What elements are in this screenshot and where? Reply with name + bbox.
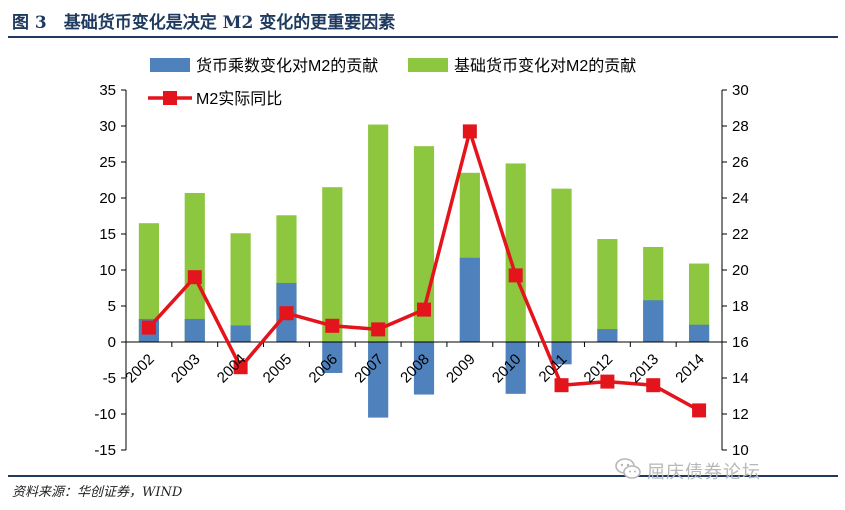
- y-left-tick-label: 5: [108, 298, 116, 315]
- bar-multiplier: [688, 324, 710, 342]
- m2-point: [141, 320, 156, 335]
- bar-multiplier: [368, 342, 389, 418]
- y-right-tick-label: 14: [732, 370, 749, 387]
- y-right-tick-label: 20: [732, 262, 749, 279]
- y-left-tick-label: 10: [99, 262, 116, 279]
- m2-point: [600, 374, 615, 389]
- y-right-tick-label: 24: [732, 190, 749, 207]
- y-right-tick-label: 26: [732, 154, 749, 171]
- y-right-tick-label: 12: [732, 406, 749, 423]
- legend-marker-m2: [163, 91, 177, 105]
- legend: 货币乘数变化对M2的贡献 基础货币变化对M2的贡献 M2实际同比: [148, 57, 636, 108]
- bar-base-money: [230, 233, 251, 342]
- m2-point: [646, 378, 661, 393]
- x-tick-label: 2003: [168, 351, 204, 387]
- footer-divider: [8, 475, 838, 477]
- y-left-tick-label: 30: [99, 118, 116, 135]
- chart: -15 -10 -5 0 5 10 15 20 25 30 35 10 12 14 16 18 20 22 24 26…: [94, 57, 749, 459]
- y-left-tick-label: 35: [99, 82, 116, 99]
- bar-base-money: [184, 192, 205, 342]
- m2-point: [462, 124, 477, 139]
- x-tick-label: 2005: [260, 351, 296, 387]
- bar-multiplier: [413, 342, 435, 395]
- watermark: 屈庆债券论坛: [615, 456, 820, 484]
- m2-point: [279, 306, 294, 321]
- bar-base-money: [551, 188, 572, 342]
- legend-swatch-base: [408, 58, 448, 72]
- x-tick-label: 2014: [672, 351, 708, 387]
- m2-point: [417, 302, 431, 317]
- y-left-tick-label: 0: [108, 334, 116, 351]
- legend-label-base: 基础货币变化对M2的贡献: [454, 57, 636, 75]
- y-right-tick-label: 10: [732, 442, 749, 459]
- legend-swatch-multiplier: [150, 58, 190, 72]
- m2-point: [325, 318, 340, 333]
- figure-title: 图 3 基础货币变化是决定 M2 变化的更重要因素: [12, 13, 396, 33]
- m2-point: [187, 270, 202, 285]
- bar-multiplier: [459, 257, 480, 342]
- bar-multiplier: [322, 342, 343, 373]
- bar-base-money: [688, 263, 710, 342]
- legend-label-m2: M2实际同比: [196, 90, 282, 108]
- y-left-tick-label: 20: [99, 190, 116, 207]
- bar-base-money: [138, 223, 160, 342]
- m2-point: [233, 360, 248, 375]
- y-left-tick-label: 25: [99, 154, 116, 171]
- y-right-tick-label: 28: [732, 118, 749, 135]
- bar-base-money: [368, 124, 389, 342]
- title-divider: [8, 36, 838, 38]
- watermark-text: 屈庆债券论坛: [647, 462, 761, 483]
- m2-point: [371, 322, 386, 337]
- y-left-tick-label: -10: [94, 406, 116, 423]
- bar-base-money: [597, 239, 618, 342]
- m2-point: [554, 378, 569, 393]
- y-right-tick-label: 16: [732, 334, 749, 351]
- figure-header: 图 3 基础货币变化是决定 M2 变化的更重要因素: [0, 0, 845, 36]
- bar-multiplier: [230, 325, 251, 342]
- bar-multiplier: [597, 329, 618, 342]
- wechat-icon: [615, 458, 641, 479]
- y-left-tick-label: -15: [94, 442, 116, 459]
- x-tick-label: 2009: [443, 351, 479, 387]
- source-note: 资料来源：华创证券，WIND: [12, 485, 183, 500]
- y-right-tick-label: 22: [732, 226, 749, 243]
- y-right-tick-label: 30: [732, 82, 749, 99]
- bar-multiplier: [643, 300, 664, 342]
- bar-multiplier: [551, 342, 572, 365]
- bar-base-money: [505, 163, 526, 342]
- bar-multiplier: [505, 342, 526, 394]
- m2-point: [692, 403, 707, 418]
- m2-point: [508, 268, 523, 283]
- y-left-tick-label: 15: [99, 226, 116, 243]
- bar-multiplier: [184, 318, 205, 342]
- x-tick-label: 2002: [122, 351, 158, 387]
- legend-label-multiplier: 货币乘数变化对M2的贡献: [196, 57, 378, 75]
- bar-base-money: [322, 187, 343, 342]
- y-left-tick-label: -5: [103, 370, 116, 387]
- y-right-tick-label: 18: [732, 298, 749, 315]
